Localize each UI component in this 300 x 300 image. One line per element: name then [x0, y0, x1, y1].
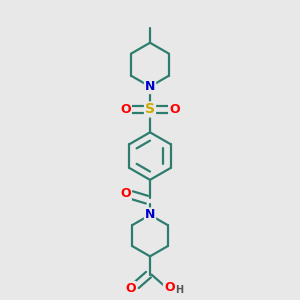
Text: O: O — [125, 282, 136, 295]
Text: N: N — [145, 80, 155, 93]
Text: H: H — [176, 286, 184, 296]
Text: N: N — [145, 208, 155, 221]
Text: O: O — [120, 103, 131, 116]
Text: O: O — [169, 103, 180, 116]
Text: S: S — [145, 103, 155, 116]
Text: O: O — [164, 281, 175, 294]
Text: O: O — [120, 187, 131, 200]
